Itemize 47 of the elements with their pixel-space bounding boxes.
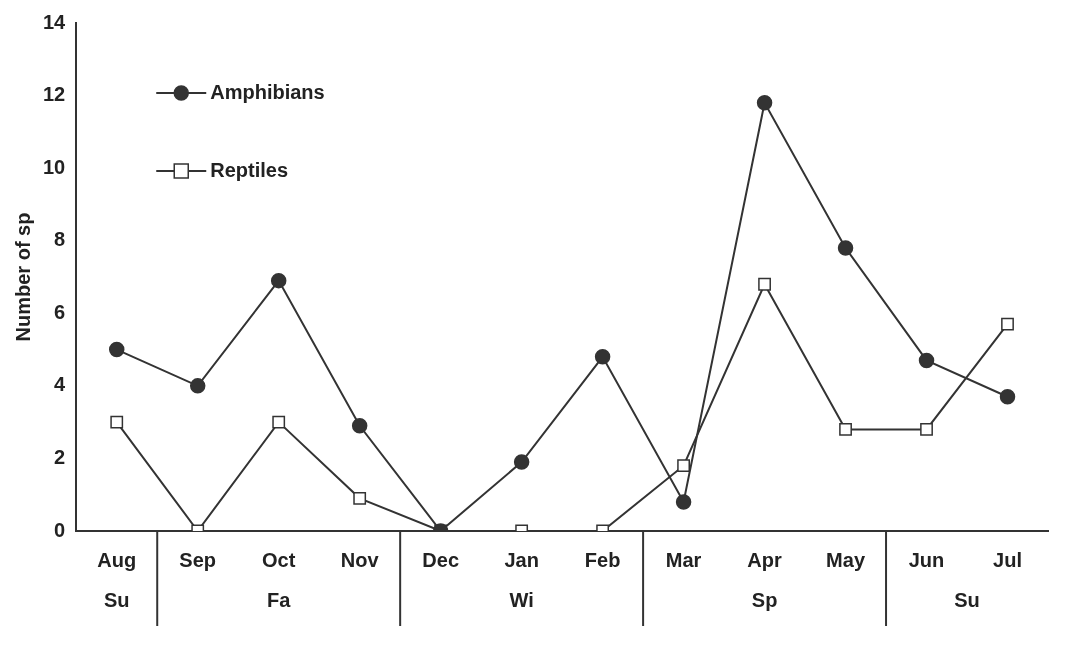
- y-tick-label: 12: [43, 83, 66, 106]
- x-tick-label: Apr: [747, 548, 783, 571]
- x-tick-label: Jul: [993, 548, 1022, 571]
- point: [353, 491, 367, 505]
- text: Sp: [751, 588, 778, 611]
- point: [837, 240, 854, 256]
- text: Su: [103, 588, 130, 611]
- point: [108, 341, 125, 358]
- legend-label: Amphibians: [210, 80, 325, 103]
- point: [756, 95, 773, 111]
- point: [272, 415, 286, 429]
- x-tick-label: Aug: [97, 548, 137, 571]
- x-tick-label: Jun: [908, 548, 945, 571]
- point: [351, 418, 368, 434]
- text: Fa: [267, 588, 292, 611]
- legend-label: Reptiles: [210, 158, 289, 181]
- x-tick-label: May: [826, 548, 866, 571]
- y-tick-label: 8: [54, 228, 66, 251]
- x-tick-label: Feb: [584, 548, 621, 571]
- point: [189, 378, 206, 394]
- point: [758, 277, 771, 291]
- point: [594, 349, 611, 365]
- point: [999, 388, 1016, 405]
- point: [1001, 317, 1014, 331]
- x-tick-label: Nov: [340, 548, 380, 571]
- y-tick-label: 0: [54, 518, 66, 541]
- y-axis-title: Number of sp: [11, 212, 34, 342]
- point: [270, 272, 287, 289]
- x-tick-label: Jan: [504, 548, 539, 571]
- text: Su: [954, 588, 980, 611]
- y-tick-label: 2: [54, 445, 66, 468]
- y-tick-label: 6: [54, 300, 66, 323]
- x-tick-label: Mar: [665, 548, 702, 571]
- point: [677, 459, 690, 473]
- x-tick-label: Sep: [179, 548, 217, 571]
- x-tick-label: Dec: [422, 548, 460, 571]
- point: [918, 352, 935, 369]
- y-tick-label: 10: [43, 155, 66, 178]
- y-tick-label: 14: [43, 10, 67, 33]
- point: [110, 415, 124, 429]
- text: Wi: [509, 588, 534, 611]
- point: [513, 454, 530, 470]
- y-tick-label: 4: [54, 373, 67, 396]
- x-tick-label: Oct: [262, 548, 296, 571]
- point: [839, 422, 852, 436]
- point: [920, 422, 933, 436]
- point: [675, 494, 692, 510]
